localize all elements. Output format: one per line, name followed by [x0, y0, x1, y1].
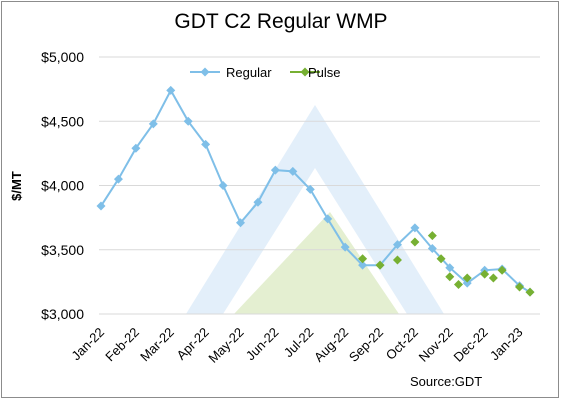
regular-data-point — [392, 240, 402, 250]
x-tick-label: May-22 — [205, 325, 246, 366]
pulse-data-point — [375, 260, 385, 270]
y-tick-label: $4,000 — [41, 178, 84, 194]
pulse-data-point — [454, 279, 463, 289]
x-tick-label: Jan-22 — [68, 325, 107, 364]
chart-title: GDT C2 Regular WMP — [174, 10, 388, 33]
x-tick-label: Aug-22 — [311, 325, 351, 365]
x-tick-label: Dec-22 — [451, 325, 491, 365]
x-tick-label: Jan-23 — [487, 325, 526, 364]
y-tick-label: $3,500 — [41, 242, 84, 258]
regular-data-point — [323, 214, 333, 224]
source-note: Source:GDT — [410, 374, 483, 389]
pulse-data-point — [480, 269, 490, 279]
regular-data-point — [445, 263, 455, 273]
x-tick-label: Nov-22 — [416, 325, 456, 365]
pulse-data-point — [488, 273, 498, 283]
regular-legend-marker — [200, 67, 210, 77]
x-tick-label: Feb-22 — [102, 325, 142, 365]
pulse-data-point — [358, 254, 368, 264]
pulse-legend-marker — [300, 67, 310, 77]
regular-data-point — [96, 201, 106, 211]
x-tick-label: Mar-22 — [137, 325, 177, 365]
x-tick-label: Sep-22 — [346, 325, 386, 365]
regular-data-point — [462, 278, 472, 288]
regular-data-point — [201, 139, 211, 149]
regular-data-point — [113, 174, 123, 184]
regular-legend-label: Regular — [226, 65, 272, 80]
pulse-data-point — [410, 237, 420, 247]
regular-data-point — [427, 243, 437, 253]
pulse-data-point — [497, 265, 507, 275]
regular-data-point — [410, 223, 420, 233]
y-tick-label: $4,500 — [41, 113, 84, 129]
y-tick-label: $5,000 — [41, 49, 84, 65]
pulse-data-point — [392, 255, 402, 265]
regular-data-point — [253, 197, 263, 207]
regular-data-point — [218, 181, 228, 190]
watermark-logo — [186, 105, 444, 314]
pulse-data-point — [462, 273, 472, 283]
regular-data-point — [148, 119, 158, 129]
pulse-data-point — [525, 287, 535, 297]
regular-data-point — [131, 143, 141, 153]
regular-data-point — [236, 218, 246, 228]
regular-data-point — [270, 165, 280, 175]
pulse-legend-label: Pulse — [308, 65, 341, 80]
x-tick-label: Oct-22 — [383, 325, 421, 363]
regular-data-point — [305, 184, 315, 194]
regular-series-line — [100, 88, 531, 294]
pulse-data-point — [436, 254, 446, 264]
regular-data-point — [358, 260, 368, 270]
regular-data-point — [340, 242, 350, 252]
y-axis-label: $/MT — [9, 171, 24, 201]
regular-data-point — [183, 116, 193, 126]
y-tick-label: $3,000 — [41, 306, 84, 322]
pulse-data-point — [427, 231, 437, 241]
regular-data-point — [166, 85, 176, 95]
pulse-data-point — [445, 272, 455, 282]
pulse-data-point — [515, 282, 525, 292]
x-tick-label: Jun-22 — [243, 325, 282, 364]
regular-data-point — [288, 166, 298, 176]
